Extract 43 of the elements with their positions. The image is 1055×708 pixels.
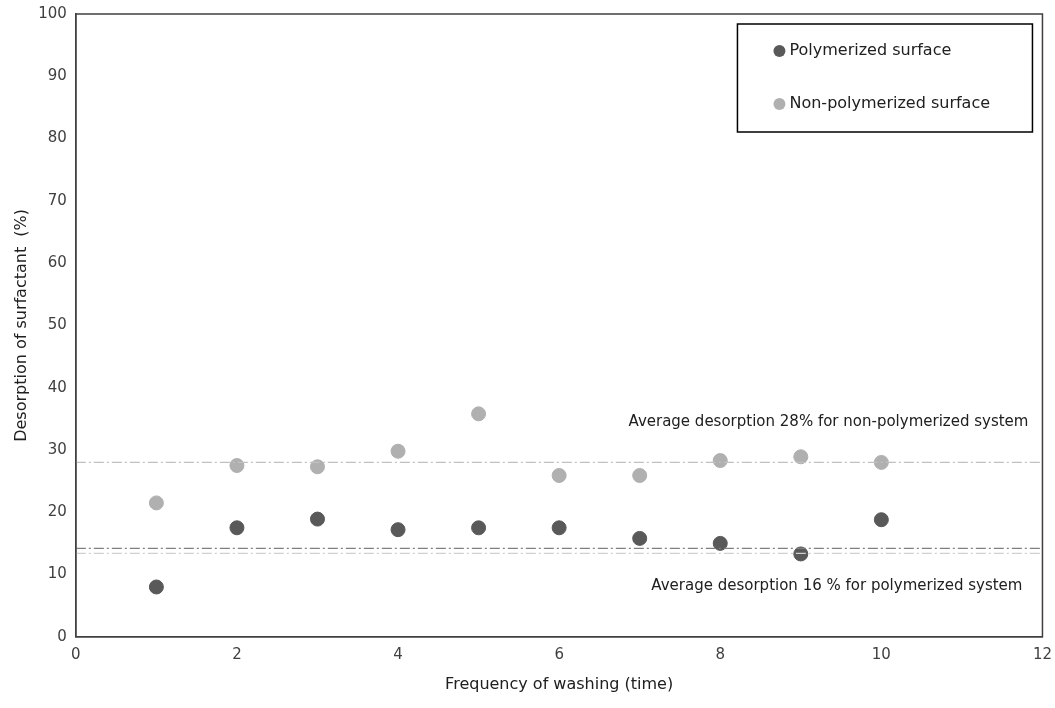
legend-label: Polymerized surface (789, 40, 952, 60)
point (309, 459, 325, 475)
point (551, 520, 567, 536)
point (390, 522, 406, 538)
y-tick-label: 0 (57, 626, 67, 645)
point (229, 520, 245, 536)
point (148, 495, 164, 511)
point (471, 406, 487, 422)
point (873, 454, 889, 470)
y-tick-label: 90 (47, 66, 67, 85)
point (632, 530, 648, 546)
ref-line-label: Average desorption 28% for non-polymerized system (628, 412, 1029, 431)
x-tick-label: 2 (232, 644, 242, 663)
y-tick-label: 70 (47, 190, 67, 209)
x-tick-label: 6 (554, 644, 564, 663)
point (632, 468, 648, 483)
x-tick-label: 12 (1032, 644, 1052, 663)
x-axis-title: Frequency of washing (time) (445, 673, 674, 693)
x-tick-label: 0 (71, 644, 81, 663)
y-tick-label: 50 (47, 315, 67, 334)
point (471, 520, 487, 536)
x-tick-label: 10 (871, 644, 891, 663)
legend-label: Non-polymerized surface (789, 93, 991, 113)
y-tick-label: 30 (47, 439, 67, 458)
point (148, 579, 164, 595)
point (229, 458, 245, 474)
point (712, 535, 728, 551)
y-tick-label: 60 (47, 253, 67, 272)
x-tick-label: 8 (715, 644, 726, 663)
y-axis-title: Desorption of surfactant (%) (10, 208, 30, 442)
y-tick-label: 10 (47, 564, 67, 583)
point (793, 449, 809, 465)
x-tick-label: 4 (393, 644, 403, 663)
y-tick-label: 100 (38, 3, 67, 22)
point (309, 511, 325, 527)
y-tick-label: 80 (47, 128, 67, 147)
y-tick-label: 20 (47, 502, 67, 521)
point (873, 512, 889, 528)
point (712, 453, 728, 469)
ref-line-label: Average desorption 16 % for polymerized system (651, 576, 1023, 595)
y-tick-label: 40 (47, 377, 67, 396)
point (390, 443, 406, 459)
point (551, 468, 567, 483)
